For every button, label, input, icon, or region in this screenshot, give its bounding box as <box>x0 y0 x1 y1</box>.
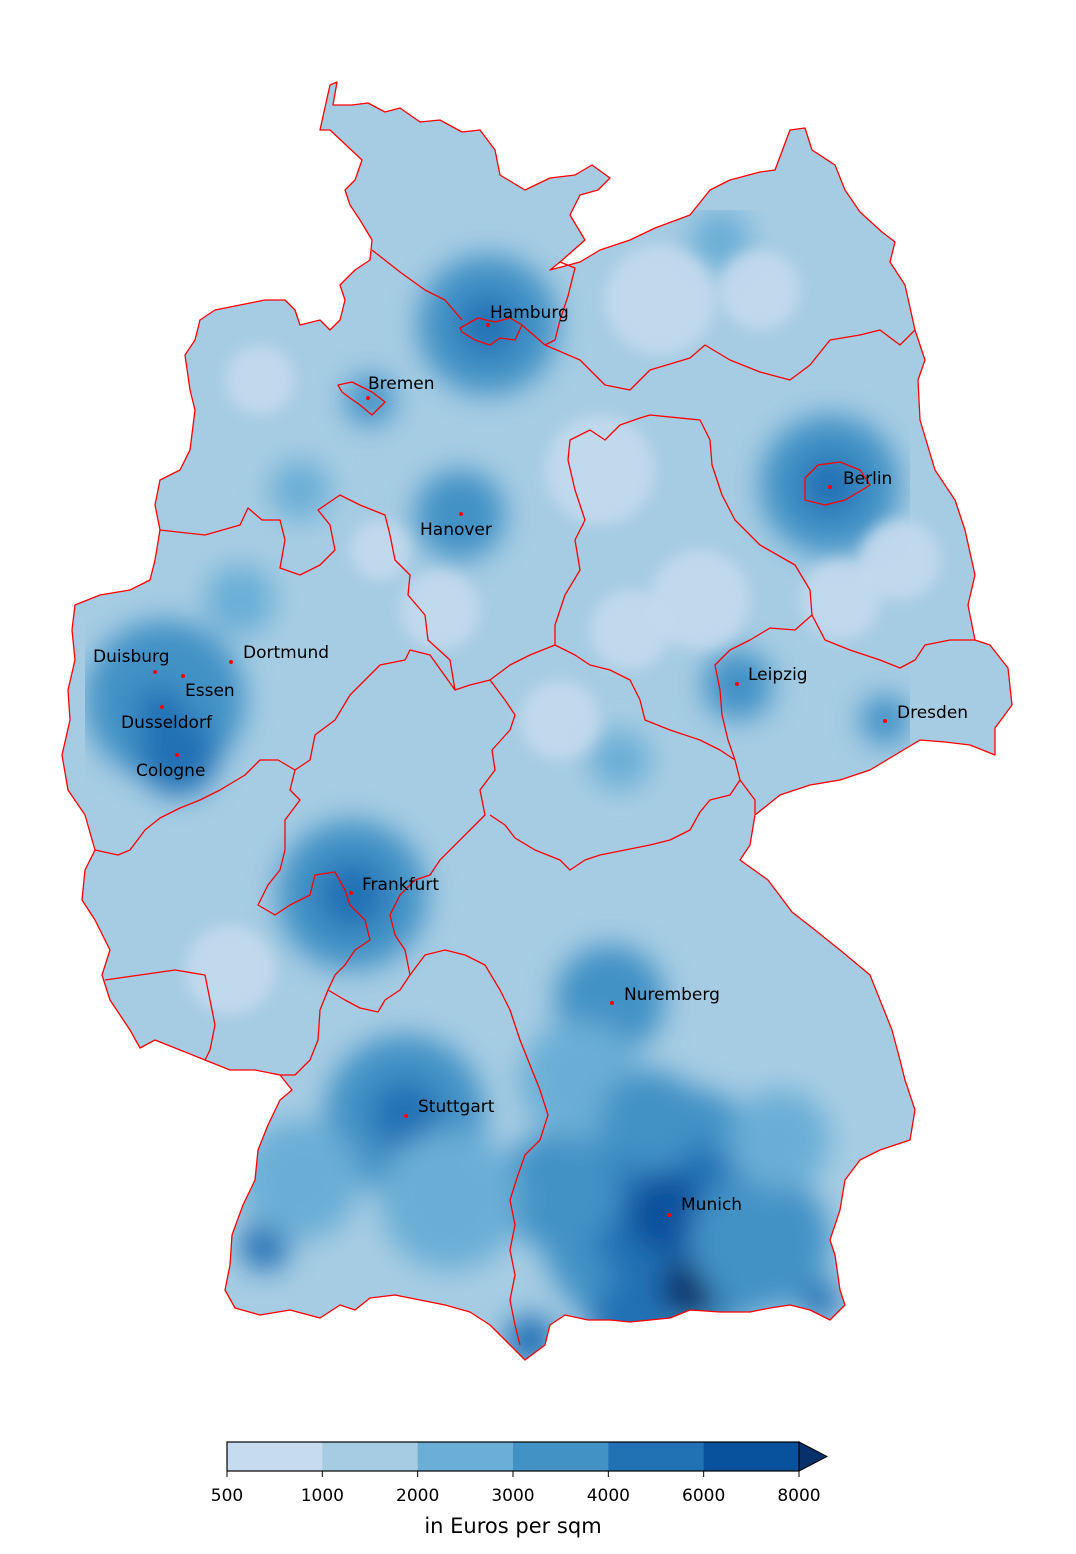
price-hotspot <box>240 1120 360 1240</box>
city-label-stuttgart: Stuttgart <box>418 1097 495 1117</box>
price-hotspot <box>135 687 185 737</box>
colorbar: 500 1000 2000 3000 4000 6000 8000 in Euros per… <box>211 1441 829 1538</box>
bremen-border <box>337 381 386 416</box>
bw-bavaria-border <box>409 949 549 1346</box>
sachsen-bavaria-border <box>739 779 756 815</box>
low-price-area <box>800 560 880 640</box>
state-borders <box>61 81 1013 1361</box>
hamburg-border <box>459 317 523 346</box>
colorbar-bin <box>227 1442 323 1471</box>
low-price-area <box>400 570 480 650</box>
price-hotspot <box>690 1170 830 1310</box>
city-label-nuremberg: Nuremberg <box>624 985 720 1005</box>
choropleth-layer <box>62 82 1012 1360</box>
price-hotspot <box>317 860 387 930</box>
sachsen-anhalt-border <box>714 494 813 761</box>
mv-brandenburg-border <box>544 329 916 391</box>
low-price-area <box>520 680 600 760</box>
nrw-south-border <box>94 649 456 856</box>
price-hotspot <box>590 730 650 790</box>
low-price-area <box>650 550 750 650</box>
colorbar-label: in Euros per sqm <box>424 1514 601 1538</box>
city-label-dusseldorf: Dusseldorf <box>121 713 213 733</box>
city-marker-frankfurt <box>349 891 353 895</box>
saarland-border <box>104 969 216 1061</box>
city-marker-essen <box>181 674 185 678</box>
country-border <box>61 81 1013 1361</box>
city-marker-nuremberg <box>610 1001 614 1005</box>
city-label-essen: Essen <box>185 681 235 701</box>
low-price-area <box>860 520 940 600</box>
low-price-area <box>225 345 295 415</box>
price-hotspot <box>690 210 750 270</box>
thueringen-border <box>489 644 741 871</box>
city-label-duisburg: Duisburg <box>93 647 170 667</box>
colorbar-bin <box>703 1442 800 1471</box>
city-marker-duisburg <box>153 670 157 674</box>
city-marker-dresden <box>883 719 887 723</box>
city-marker-dortmund <box>229 660 233 664</box>
sachsen-north-border <box>811 614 975 669</box>
colorbar-bin <box>417 1442 514 1471</box>
city-marker-munich <box>667 1213 671 1217</box>
hessen-east-border <box>384 679 516 1001</box>
price-hotspot <box>500 1130 620 1250</box>
price-hotspot <box>380 1130 520 1270</box>
price-hotspot <box>600 1070 700 1170</box>
colorbar-tick-label: 1000 <box>301 1486 344 1506</box>
price-hotspot <box>345 375 395 425</box>
colorbar-extend-arrow <box>798 1441 829 1472</box>
low-price-areas <box>185 245 940 1015</box>
city-marker-cologne <box>175 753 179 757</box>
city-label-cologne: Cologne <box>136 761 205 781</box>
city-marker-bremen <box>366 396 370 400</box>
city-marker-hanover <box>459 512 463 516</box>
city-markers: Hamburg Bremen Berlin Hanover Duisburg Dortmu… <box>93 303 968 1217</box>
city-label-frankfurt: Frankfurt <box>362 875 439 895</box>
city-label-berlin: Berlin <box>843 469 892 489</box>
city-marker-hamburg <box>486 323 490 327</box>
price-hotspot <box>270 460 330 520</box>
city-label-hanover: Hanover <box>420 520 492 540</box>
colorbar-bins <box>227 1442 800 1471</box>
colorbar-tick-label: 500 <box>211 1486 243 1506</box>
colorbar-tick-label: 2000 <box>396 1486 439 1506</box>
colorbar-tick-label: 6000 <box>682 1486 725 1506</box>
colorbar-bin <box>322 1442 419 1471</box>
low-price-area <box>605 245 715 355</box>
city-label-munich: Munich <box>681 1195 742 1215</box>
city-marker-stuttgart <box>404 1114 408 1118</box>
colorbar-tick-label: 8000 <box>777 1486 820 1506</box>
low-price-area <box>720 250 800 330</box>
low-price-area <box>350 520 410 580</box>
city-label-leipzig: Leipzig <box>748 665 808 685</box>
low-price-area <box>590 590 670 670</box>
colorbar-bin <box>608 1442 705 1471</box>
price-hotspot <box>505 1315 555 1360</box>
low-price-area <box>185 925 275 1015</box>
low-price-area <box>545 415 655 525</box>
colorbar-bin <box>513 1442 609 1471</box>
price-hotspot <box>205 565 275 635</box>
city-label-bremen: Bremen <box>368 374 435 394</box>
price-hotspot <box>730 1090 830 1190</box>
city-marker-leipzig <box>735 682 739 686</box>
niedersachsen-south-border <box>159 414 723 691</box>
colorbar-tick-label: 3000 <box>491 1486 534 1506</box>
colorbar-ticks: 500 1000 2000 3000 4000 6000 8000 <box>211 1471 821 1506</box>
city-marker-berlin <box>828 485 832 489</box>
city-marker-dusseldorf <box>160 705 164 709</box>
city-label-hamburg: Hamburg <box>490 303 569 323</box>
colorbar-tick-label: 4000 <box>587 1486 630 1506</box>
rp-bw-border <box>280 989 329 1076</box>
city-label-dresden: Dresden <box>897 703 968 723</box>
berlin-border <box>804 461 871 506</box>
city-label-dortmund: Dortmund <box>243 643 329 663</box>
